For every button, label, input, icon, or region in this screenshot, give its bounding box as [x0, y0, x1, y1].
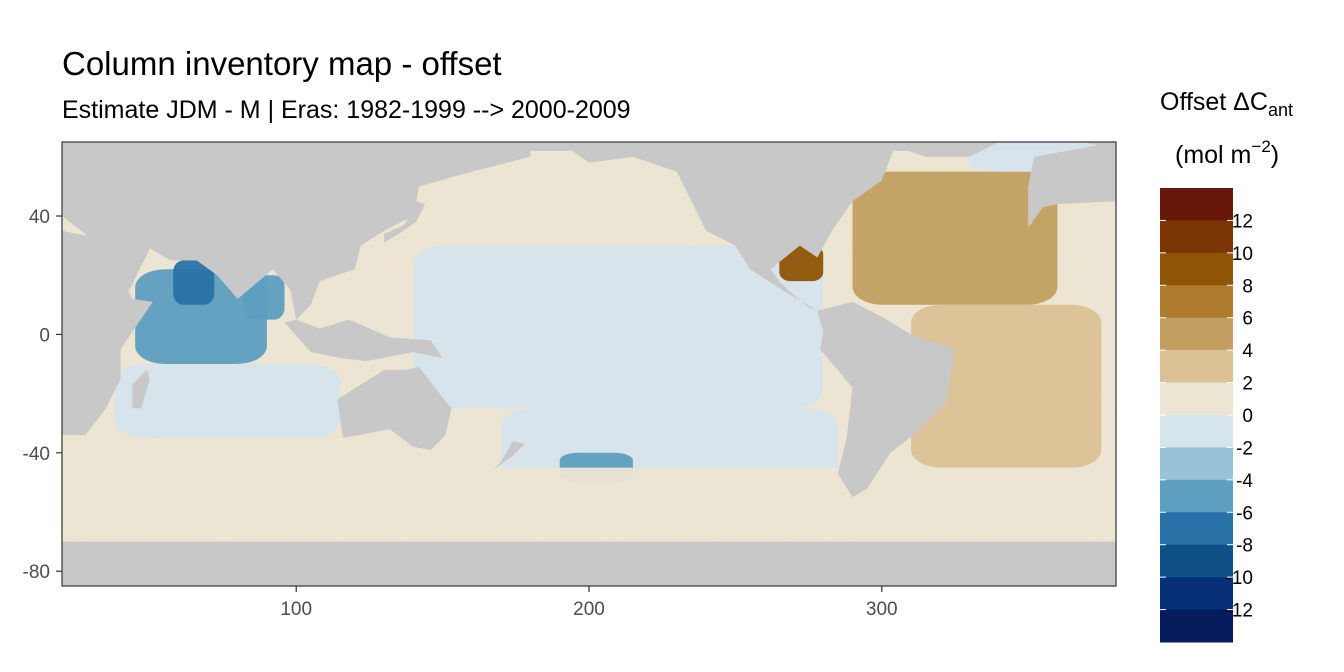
legend-title-line2: (mol m−2): [1175, 137, 1279, 169]
offset-region: [62, 467, 1116, 542]
offset-region: [852, 171, 1058, 305]
land-madagascar: [132, 369, 150, 409]
offset-region: [114, 364, 341, 438]
legend-label: 12: [1232, 211, 1253, 232]
y-tick-label: 40: [29, 207, 50, 228]
land-greenland: [881, 142, 999, 157]
legend-title-main: Offset ΔC: [1160, 88, 1268, 116]
legend-label: -10: [1226, 568, 1253, 589]
legend-labels: 12 10 8 6 4 2 0 -2 -4 -6 -8 -10 -12: [1160, 211, 1253, 622]
legend-swatch: [1160, 350, 1233, 384]
legend-swatch: [1160, 252, 1233, 286]
land-north-america: [559, 142, 897, 311]
legend-swatch: [1160, 447, 1233, 481]
legend-label: 4: [1242, 341, 1253, 362]
legend-label: -12: [1226, 601, 1253, 622]
legend-swatch: [1160, 512, 1233, 546]
legend-label: 2: [1242, 374, 1253, 395]
legend-label: -4: [1236, 471, 1253, 492]
legend-unit-close: ): [1271, 141, 1279, 169]
land-masses: [62, 142, 1116, 586]
land-indonesia: [284, 319, 443, 362]
legend-swatch: [1160, 415, 1233, 448]
land-japan: [384, 201, 426, 243]
legend-label: -6: [1236, 503, 1253, 524]
land-asia: [62, 142, 531, 320]
legend-swatch: [1160, 188, 1233, 221]
land-antarctica: [62, 541, 1116, 586]
legend-swatch: [1160, 382, 1233, 416]
legend-swatch: [1160, 479, 1233, 513]
land-south-america: [817, 301, 955, 498]
offset-region: [173, 260, 215, 305]
land-australia: [337, 366, 452, 450]
offset-region: [911, 304, 1102, 468]
legend-label: 8: [1242, 276, 1253, 297]
x-tick-label: 200: [573, 599, 605, 620]
legend-swatch: [1160, 577, 1233, 611]
x-tick-label: 300: [866, 599, 898, 620]
y-tick-label: -80: [23, 562, 50, 583]
y-tick-label: -40: [23, 444, 50, 465]
legend-title-sub: ant: [1268, 100, 1293, 120]
legend-title-line1: Offset ΔCant: [1160, 88, 1293, 120]
offset-region: [413, 245, 824, 409]
legend-label: 0: [1242, 406, 1253, 427]
y-axis: 40 0 -40 -80: [23, 207, 62, 583]
legend-unit: (mol m: [1175, 141, 1251, 169]
legend-colorbar: [1160, 188, 1233, 643]
legend: Offset ΔCant (mol m−2) 12 10 8 6 4 2 0 -2 -4 -6 -8…: [1160, 88, 1293, 643]
legend-swatch: [1160, 544, 1233, 578]
land-africa: [62, 230, 153, 436]
legend-label: 10: [1232, 244, 1253, 265]
legend-label: -2: [1236, 438, 1253, 459]
legend-label: 6: [1242, 309, 1253, 330]
legend-swatch: [1160, 609, 1233, 643]
land-europe: [1028, 142, 1116, 228]
x-axis: 100 200 300: [280, 586, 898, 620]
y-tick-label: 0: [39, 325, 50, 346]
legend-unit-sup: −2: [1251, 137, 1270, 156]
offset-region: [442, 171, 707, 246]
offset-region: [243, 275, 285, 320]
x-tick-label: 100: [280, 599, 312, 620]
chart-subtitle: Estimate JDM - M | Eras: 1982-1999 --> 2…: [62, 96, 631, 124]
chart-title: Column inventory map - offset: [62, 45, 502, 82]
legend-swatch: [1160, 285, 1233, 319]
legend-swatch: [1160, 220, 1233, 254]
land-new-zealand: [492, 440, 525, 471]
offset-region: [779, 245, 824, 282]
legend-label: -8: [1236, 536, 1253, 557]
legend-swatch: [1160, 317, 1233, 351]
map-panel: [62, 142, 1116, 586]
